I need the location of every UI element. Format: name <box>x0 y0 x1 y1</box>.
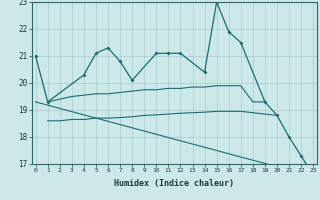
X-axis label: Humidex (Indice chaleur): Humidex (Indice chaleur) <box>115 179 234 188</box>
